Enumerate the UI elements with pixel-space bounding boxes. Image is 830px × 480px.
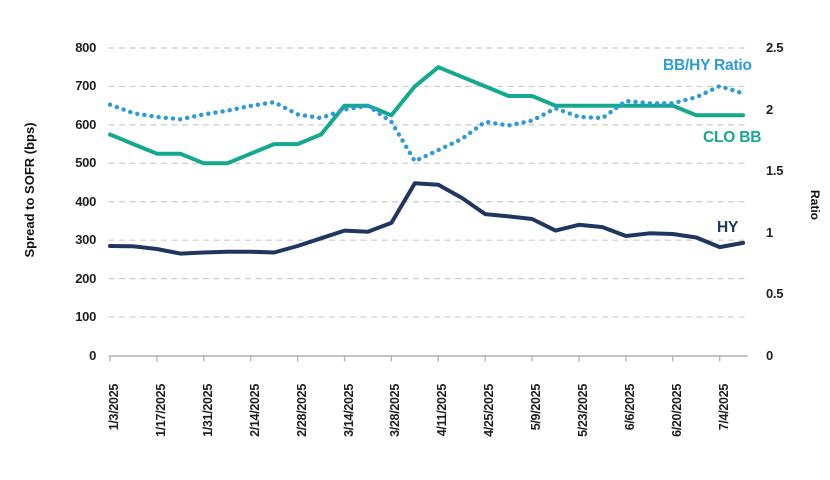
right-tick-1.5: 1.5 [766, 163, 784, 178]
left-tick-600: 600 [75, 116, 96, 132]
x-date-label: 1/3/2025 [107, 384, 121, 431]
x-date-label: 3/28/2025 [388, 384, 403, 437]
x-date-label: 1/31/2025 [200, 384, 215, 437]
hy-line [108, 181, 746, 256]
x-date-label: 6/20/2025 [669, 384, 684, 437]
x-date-label: 6/6/2025 [622, 384, 637, 431]
x-date-label: 4/25/2025 [482, 384, 497, 437]
legend-hy: HY [717, 219, 739, 236]
x-date-label: 2/14/2025 [247, 384, 262, 437]
left-tick-0: 0 [89, 347, 96, 363]
left-tick-800: 800 [75, 40, 96, 55]
x-date-label: 4/11/2025 [435, 384, 450, 437]
x-date-label: 3/14/2025 [341, 384, 356, 437]
left-tick-300: 300 [75, 232, 96, 248]
x-date-label: 5/9/2025 [529, 384, 544, 431]
right-tick-1: 1 [766, 224, 773, 240]
right-tick-2.5: 2.5 [766, 40, 784, 55]
x-date-label: 2/28/2025 [294, 384, 309, 437]
bb-hy-ratio-line [107, 83, 746, 164]
left-tick-100: 100 [75, 309, 96, 325]
left-tick-200: 200 [75, 270, 96, 286]
left-tick-400: 400 [75, 193, 96, 209]
left-tick-700: 700 [75, 78, 96, 94]
x-date-label: 7/4/2025 [716, 384, 731, 431]
clo-bb-line [108, 65, 746, 166]
x-date-label: 1/17/2025 [153, 384, 168, 437]
right-tick-0.5: 0.5 [766, 286, 784, 301]
legend-clo-bb: CLO BB [703, 129, 762, 146]
right-tick-0: 0 [766, 347, 773, 363]
right-tick-2: 2 [766, 101, 773, 117]
legend-bb-hy-ratio: BB/HY Ratio [663, 57, 752, 74]
left-tick-500: 500 [75, 155, 96, 171]
x-date-label: 5/23/2025 [576, 384, 590, 437]
left-axis-title: Spread to SOFR (bps) [22, 122, 37, 258]
